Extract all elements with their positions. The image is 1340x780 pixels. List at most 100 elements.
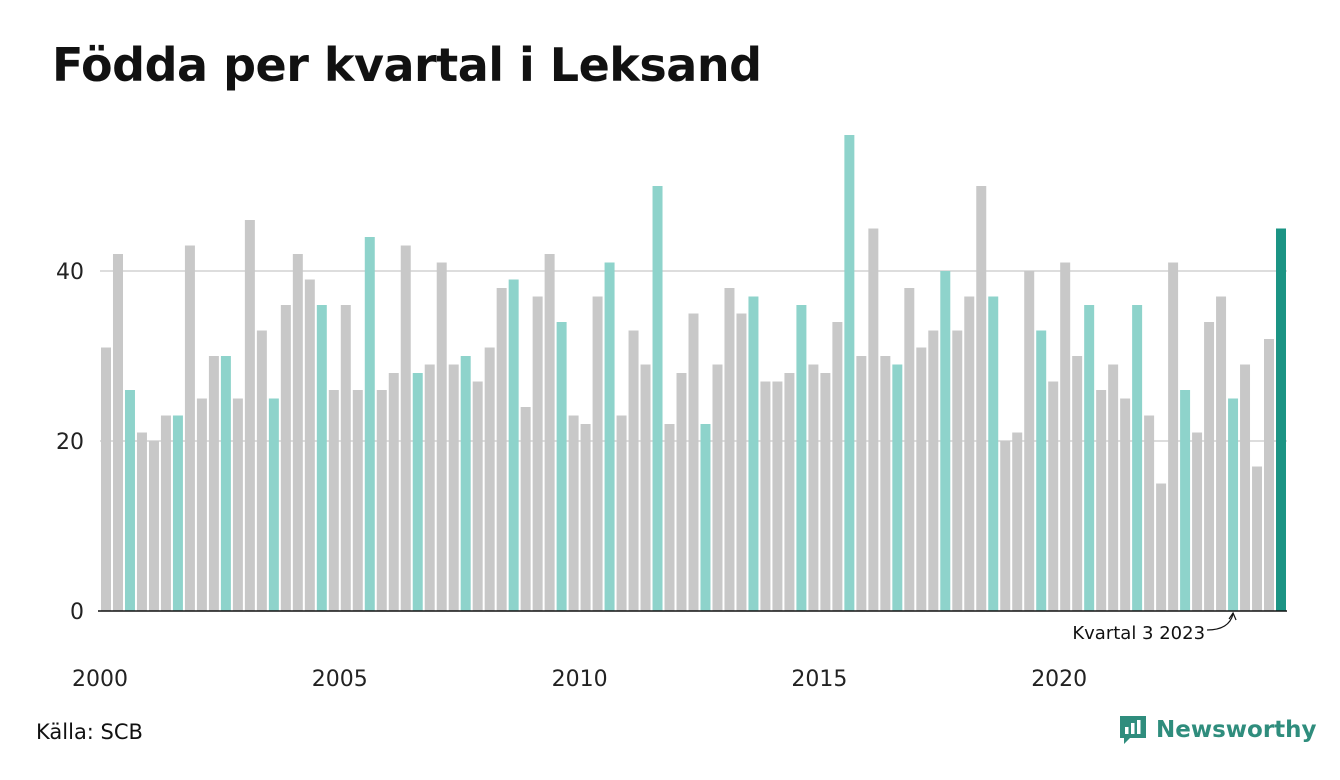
bars [101, 135, 1286, 611]
bar [988, 296, 999, 611]
bar [472, 381, 483, 611]
bar [712, 364, 723, 611]
bar [628, 330, 639, 611]
y-tick-label: 20 [56, 430, 84, 455]
bar [772, 381, 783, 611]
bar [340, 305, 351, 611]
bar [1192, 432, 1203, 611]
bar [568, 415, 579, 611]
bar [484, 347, 495, 611]
bar [808, 364, 819, 611]
bar [376, 390, 387, 611]
annotation-arrowhead [1228, 611, 1237, 621]
bar [508, 279, 519, 611]
bar [760, 381, 771, 611]
bar [532, 296, 543, 611]
bar [556, 322, 567, 611]
annotation-label: Kvartal 3 2023 [1072, 623, 1205, 644]
bar [352, 390, 363, 611]
bar [748, 296, 759, 611]
bar [976, 186, 987, 611]
bar [1228, 398, 1239, 611]
bar [1156, 483, 1167, 611]
bar [784, 373, 795, 611]
bar [400, 245, 411, 611]
bar [892, 364, 903, 611]
bar [101, 347, 111, 611]
bar [448, 364, 459, 611]
bar [1276, 228, 1286, 611]
bar [820, 373, 831, 611]
bar [460, 356, 471, 611]
bar [1204, 322, 1215, 611]
bar [616, 415, 627, 611]
bar [1240, 364, 1251, 611]
bar [676, 373, 687, 611]
x-tick-label: 2015 [791, 667, 847, 692]
x-tick-label: 2000 [72, 667, 128, 692]
bar [652, 186, 663, 611]
bar [136, 432, 147, 611]
bar [280, 305, 291, 611]
bar [256, 330, 267, 611]
bar [952, 330, 963, 611]
bar [928, 330, 939, 611]
bar [1144, 415, 1155, 611]
bar [904, 288, 915, 611]
bar [148, 441, 159, 611]
bar [304, 279, 315, 611]
y-tick-label: 40 [56, 260, 84, 285]
bar [1012, 432, 1023, 611]
bar [604, 262, 615, 611]
bar [196, 398, 207, 611]
bar [916, 347, 927, 611]
bar [964, 296, 975, 611]
bar [724, 288, 735, 611]
bar [244, 220, 255, 611]
bar [208, 356, 219, 611]
bar [220, 356, 231, 611]
bar [1108, 364, 1119, 611]
x-axis: 2000 2005 2010 2015 2020 [72, 610, 1287, 692]
bar [496, 288, 507, 611]
bar [796, 305, 807, 611]
bar [868, 228, 879, 611]
bar [184, 245, 195, 611]
bar [1084, 305, 1095, 611]
x-tick-label: 2020 [1031, 667, 1087, 692]
bar [268, 398, 279, 611]
annotation-arrow [1207, 613, 1234, 631]
bar [160, 415, 171, 611]
bar [580, 424, 591, 611]
chart-title: Födda per kvartal i Leksand [52, 38, 762, 92]
bar [736, 313, 747, 611]
bar [880, 356, 891, 611]
bar [292, 254, 303, 611]
bar [544, 254, 555, 611]
brand-name: Newsworthy [1156, 717, 1317, 743]
bar [1132, 305, 1143, 611]
bar [364, 237, 375, 611]
bar [1060, 262, 1071, 611]
annotation: Kvartal 3 2023 [1072, 611, 1237, 644]
bar [412, 373, 423, 611]
x-tick-label: 2005 [312, 667, 368, 692]
newsworthy-logo-icon [1118, 714, 1148, 746]
bar [856, 356, 867, 611]
bar [1072, 356, 1083, 611]
bar [1120, 398, 1131, 611]
brand-logo: Newsworthy [1118, 714, 1317, 746]
bar [388, 373, 399, 611]
bar [844, 135, 855, 611]
bar [592, 296, 603, 611]
bar [1024, 271, 1035, 611]
bar [520, 407, 531, 611]
bar [436, 262, 447, 611]
bar [424, 364, 435, 611]
bar [664, 424, 675, 611]
bar [700, 424, 711, 611]
bar [688, 313, 699, 611]
bar [172, 415, 183, 611]
bar [640, 364, 651, 611]
